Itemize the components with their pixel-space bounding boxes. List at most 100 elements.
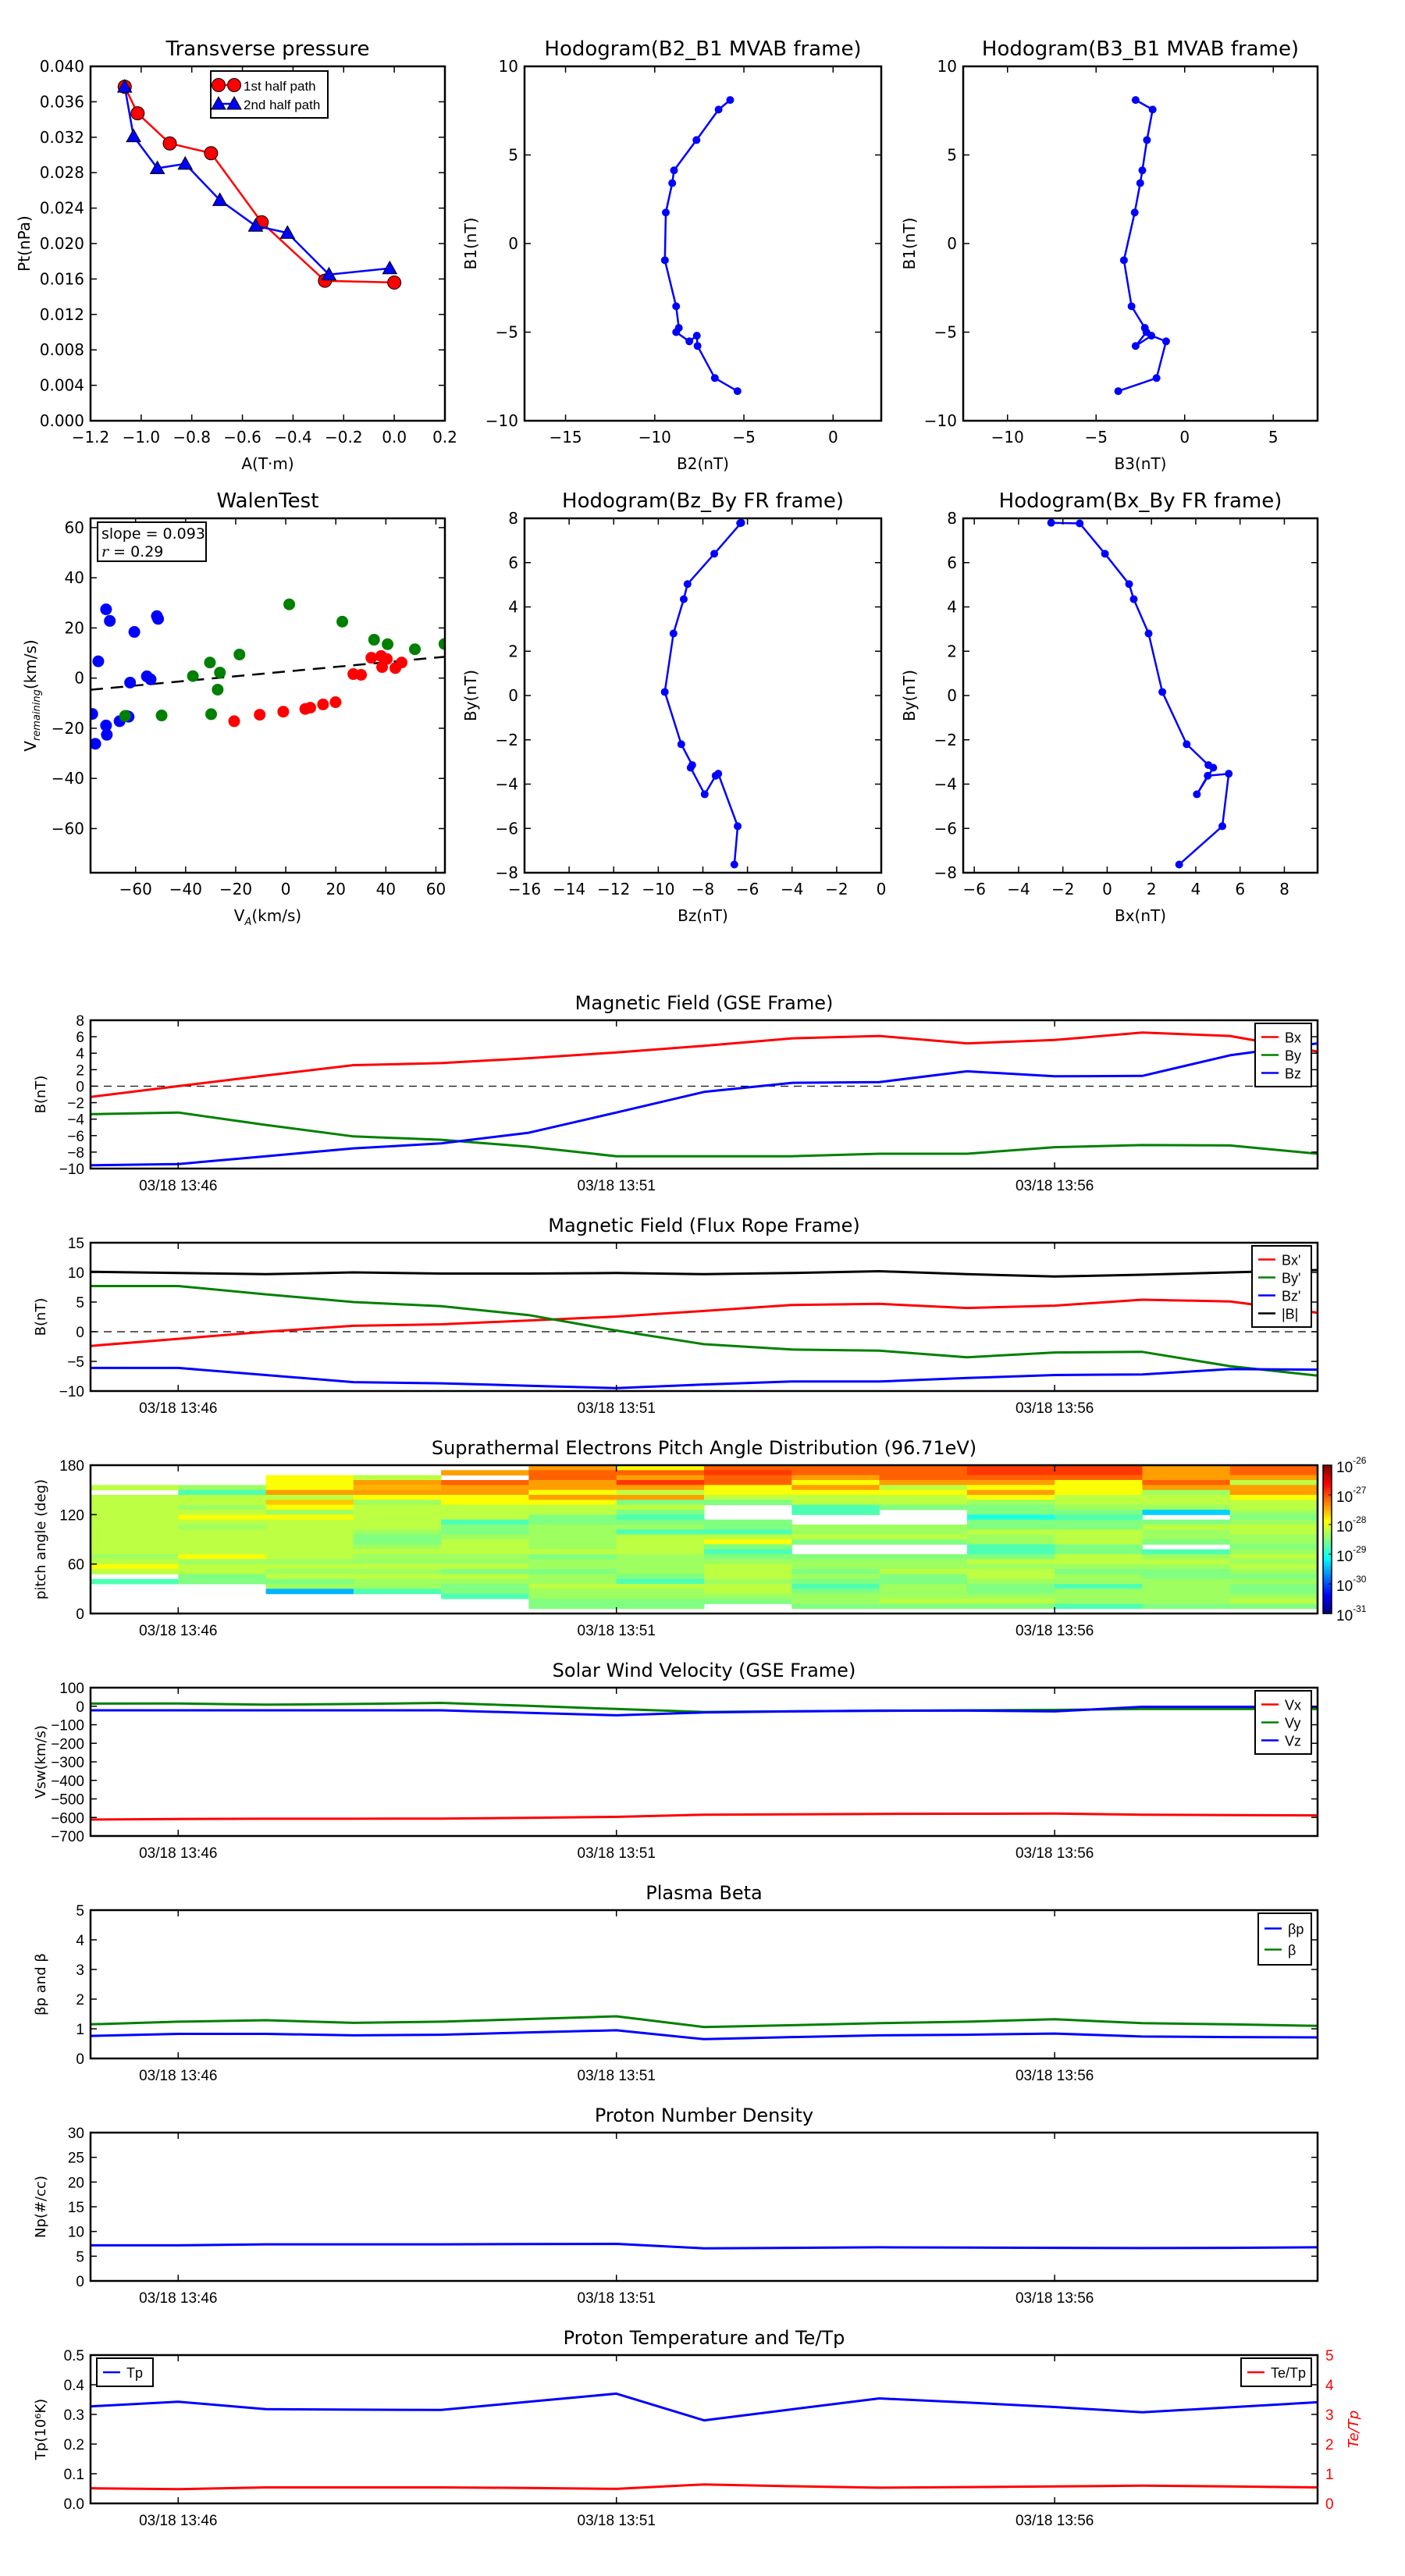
heatmap-cell (616, 1534, 705, 1540)
heatmap-cell (441, 1554, 529, 1560)
heatmap-cell (528, 1525, 617, 1530)
heatmap-cell (1142, 1529, 1231, 1535)
x-tick-label: 03/18 13:56 (1016, 2513, 1094, 2529)
heatmap-cell (791, 1589, 880, 1595)
colorbar-segment (1323, 1610, 1332, 1614)
y-tick-label: −8 (496, 863, 518, 882)
heatmap-cell (528, 1519, 617, 1525)
y-tick-label: −4 (496, 775, 518, 794)
x-tick-label: −60 (119, 880, 152, 898)
heatmap-cell (528, 1529, 617, 1535)
heatmap-cell (966, 1534, 1055, 1540)
heatmap-cell (791, 1599, 880, 1604)
data-point (1225, 770, 1233, 778)
heatmap-cell (616, 1603, 705, 1610)
colorbar-segment (1323, 1589, 1332, 1592)
colorbar-tick-exponent: -26 (1353, 1455, 1367, 1466)
heatmap-cell (441, 1514, 529, 1521)
chart-title: WalenTest (217, 489, 319, 513)
x-tick-label: −2 (825, 880, 848, 898)
data-point (660, 256, 669, 265)
heatmap-cell (441, 1584, 529, 1589)
data-point (409, 643, 422, 656)
colorbar-segment (1323, 1527, 1332, 1530)
heatmap-cell (966, 1504, 1055, 1510)
heatmap-cell (1229, 1534, 1318, 1540)
heatmap-cell (91, 1504, 179, 1510)
axes-frame (962, 65, 1319, 422)
heatmap-cell (353, 1519, 442, 1525)
data-point-circle (387, 275, 402, 290)
colorbar-segment (1323, 1578, 1332, 1582)
heatmap-cell (1055, 1549, 1143, 1555)
y-tick-label: 0.1 (64, 2467, 84, 2483)
heatmap-cell (1142, 1603, 1231, 1610)
data-point (205, 708, 218, 720)
heatmap-cell (528, 1569, 617, 1574)
y-axis-label: pitch angle (deg) (33, 1479, 49, 1599)
heatmap-cell (528, 1559, 617, 1565)
heatmap-cell (353, 1534, 442, 1540)
data-point (336, 615, 349, 628)
data-point (733, 387, 742, 396)
data-point (119, 710, 131, 722)
heatmap-cell (966, 1525, 1055, 1530)
x-tick-label: −12 (597, 880, 630, 898)
y-tick-label: −500 (51, 1792, 84, 1809)
y-tick-label: 4 (76, 1046, 84, 1062)
legend-label: Vz (1285, 1734, 1301, 1749)
y-axis-label: Tp(10⁶K) (33, 2399, 49, 2460)
axes-frame (523, 65, 883, 422)
y-tick-label: 0.024 (40, 199, 84, 218)
heatmap-cell (879, 1525, 968, 1530)
heatmap-cell (616, 1569, 705, 1574)
chart-title: Solar Wind Velocity (GSE Frame) (553, 1660, 856, 1681)
heatmap-cell (1142, 1495, 1231, 1500)
data-point-triangle (211, 95, 226, 110)
colorbar-tick-exponent: -30 (1353, 1574, 1367, 1585)
colorbar-segment (1323, 1489, 1332, 1493)
y-tick-label: 2 (76, 1992, 84, 2008)
y-tick-label: 0.012 (40, 305, 84, 324)
chart-title: Hodogram(Bx_By FR frame) (999, 489, 1282, 513)
heatmap-cell (1142, 1504, 1231, 1510)
heatmap-cell (265, 1489, 354, 1496)
data-point (128, 626, 140, 639)
heatmap-cell (1055, 1593, 1143, 1599)
y-tick-label: 5 (947, 146, 957, 165)
x-tick-label: 03/18 13:46 (139, 1623, 217, 1639)
heatmap-cell (1229, 1510, 1318, 1515)
data-point (1204, 771, 1212, 780)
colorbar-segment (1323, 1603, 1332, 1606)
data-point (661, 208, 670, 217)
series-line-bz (91, 1042, 1318, 1167)
heatmap-cell (441, 1564, 529, 1570)
data-point (1076, 519, 1084, 528)
heatmap-cell (1229, 1593, 1318, 1599)
heatmap-cell (704, 1589, 792, 1595)
heatmap-cell (91, 1519, 179, 1525)
colorbar-segment (1323, 1510, 1332, 1513)
x-tick-label: −16 (508, 880, 541, 898)
y-tick-label: 0 (508, 234, 518, 253)
data-point (1119, 256, 1128, 265)
y-tick-label: 0.032 (40, 128, 84, 147)
x-tick-label: 03/18 13:51 (578, 1623, 656, 1639)
heatmap-cell (879, 1603, 968, 1610)
heatmap-cell (1055, 1500, 1143, 1506)
data-point (277, 706, 290, 718)
heatmap-cell (1142, 1584, 1231, 1589)
colorbar-frame (1322, 1464, 1332, 1614)
colorbar-segment (1323, 1504, 1332, 1508)
data-point (1218, 822, 1226, 831)
y-right-tick-label: 3 (1325, 2407, 1334, 2424)
heatmap-cell (791, 1504, 880, 1510)
colorbar-segment (1323, 1529, 1332, 1532)
heatmap-cell (528, 1510, 617, 1515)
legend-label: By' (1282, 1271, 1300, 1286)
annotation-box (97, 521, 207, 562)
y-tick-label: 20 (65, 618, 84, 637)
heatmap-cell (1142, 1480, 1231, 1485)
y-tick-label: 0.4 (64, 2378, 85, 2394)
heatmap-cell (528, 1470, 617, 1476)
